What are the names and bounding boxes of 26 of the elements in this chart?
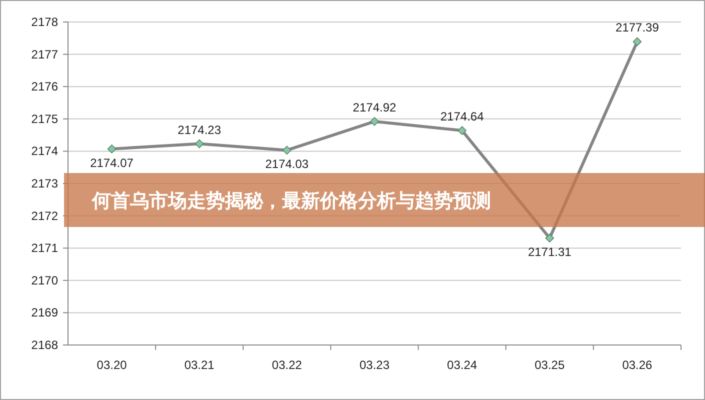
data-label: 2171.31 — [528, 245, 572, 260]
y-tick-label: 2170 — [31, 273, 58, 288]
x-tick-label: 03.20 — [96, 358, 128, 372]
data-label: 2174.03 — [265, 157, 309, 172]
x-tick-label: 03.23 — [359, 358, 390, 372]
y-tick-label: 2169 — [31, 306, 58, 320]
text: 何首乌市场走势揭秘，最新价格分析与趋势预测 — [91, 190, 491, 212]
data-label: 2177.39 — [616, 20, 660, 35]
x-tick-label: 03.26 — [622, 358, 653, 372]
y-tick-label: 2173 — [31, 176, 58, 190]
y-tick-label: 2178 — [31, 15, 58, 29]
y-tick-label: 2174 — [31, 144, 58, 158]
x-tick-label: 03.21 — [184, 358, 215, 372]
x-tick-label: 03.24 — [447, 358, 478, 372]
data-label: 2174.23 — [178, 122, 222, 137]
data-label: 2174.07 — [90, 156, 134, 170]
y-tick-label: 2172 — [31, 208, 58, 223]
data-label: 2174.92 — [352, 100, 397, 114]
y-tick-label: 2175 — [31, 112, 58, 126]
x-tick-label: 03.22 — [272, 358, 302, 372]
x-tick-label: 03.25 — [534, 358, 565, 372]
y-tick-label: 2177 — [31, 47, 58, 62]
y-tick-label: 2168 — [31, 338, 58, 352]
data-label: 2174.64 — [440, 110, 484, 124]
y-tick-label: 2176 — [31, 80, 58, 94]
y-tick-label: 2171 — [31, 241, 58, 256]
